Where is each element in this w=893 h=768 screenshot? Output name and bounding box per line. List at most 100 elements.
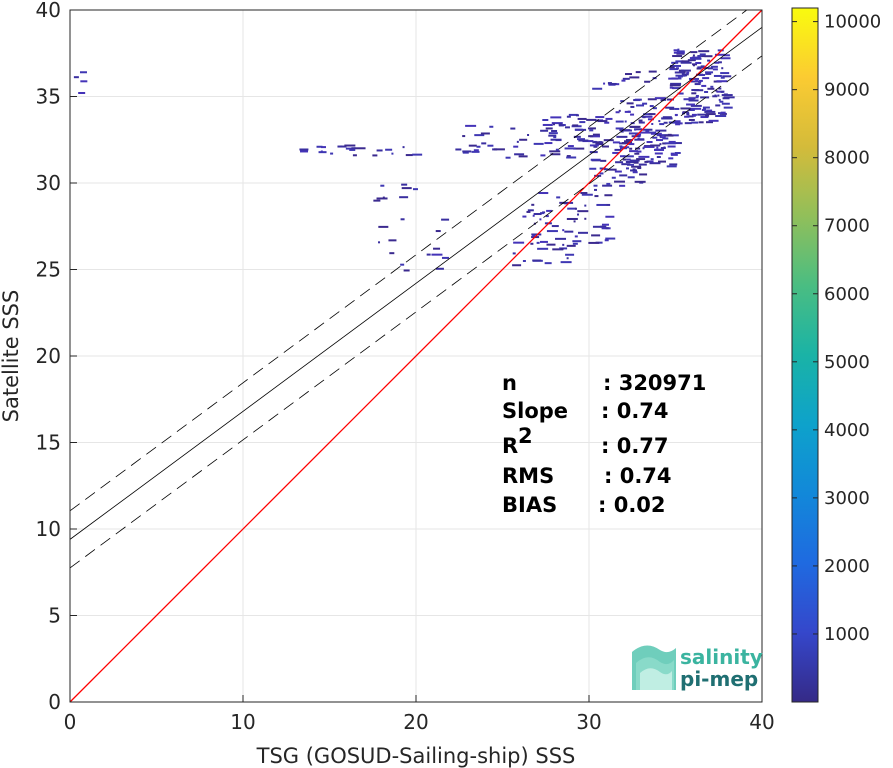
colorbar-tick-label: 4000 xyxy=(824,420,870,441)
data-point xyxy=(619,184,626,187)
data-point xyxy=(704,55,713,58)
data-point xyxy=(702,77,710,80)
data-point xyxy=(628,143,635,146)
data-point xyxy=(402,146,405,149)
y-tick-label: 35 xyxy=(36,85,61,109)
data-point xyxy=(717,94,720,97)
data-point xyxy=(607,168,617,171)
data-point xyxy=(687,59,696,62)
data-point xyxy=(655,129,667,132)
data-point xyxy=(720,90,724,93)
data-point xyxy=(600,159,607,162)
data-point xyxy=(589,167,597,170)
data-point xyxy=(656,134,668,137)
data-point xyxy=(558,123,562,126)
data-point xyxy=(352,154,357,157)
logo-text-salinity: salinity xyxy=(680,645,763,669)
data-point xyxy=(566,217,578,220)
data-point xyxy=(556,196,561,199)
data-point xyxy=(584,217,587,220)
data-point xyxy=(376,149,383,152)
data-point xyxy=(599,141,603,144)
data-point xyxy=(654,97,666,100)
stat-label: BIAS xyxy=(502,493,557,517)
data-point xyxy=(721,102,730,105)
data-point xyxy=(600,225,607,228)
data-point xyxy=(612,141,620,144)
data-point xyxy=(630,169,638,172)
data-point xyxy=(605,215,615,218)
data-point xyxy=(575,114,579,117)
data-point xyxy=(400,218,405,221)
data-point xyxy=(639,173,648,176)
data-point xyxy=(621,142,632,145)
data-point xyxy=(716,90,725,93)
data-point xyxy=(667,145,676,148)
data-point xyxy=(435,230,441,233)
data-point xyxy=(690,104,702,107)
data-point xyxy=(391,152,394,155)
data-point xyxy=(435,267,444,270)
data-point xyxy=(562,229,565,232)
data-point xyxy=(638,121,645,124)
data-point xyxy=(674,113,678,116)
data-point xyxy=(720,57,731,60)
data-point xyxy=(546,209,553,212)
data-point xyxy=(566,257,569,260)
data-point xyxy=(337,145,347,148)
data-point xyxy=(566,115,571,118)
data-point xyxy=(625,161,636,164)
data-point xyxy=(699,74,706,77)
data-point xyxy=(668,157,674,160)
data-point xyxy=(668,77,679,80)
data-point xyxy=(658,120,661,123)
data-point xyxy=(578,139,589,142)
data-point xyxy=(604,194,613,197)
data-point xyxy=(696,67,702,70)
data-point xyxy=(527,133,530,136)
data-point xyxy=(695,94,699,97)
data-point xyxy=(614,180,626,183)
stat-value: : 0.02 xyxy=(598,493,666,517)
data-point xyxy=(618,109,621,112)
data-point xyxy=(671,61,679,64)
data-point xyxy=(544,142,553,145)
data-point xyxy=(665,106,675,109)
data-point xyxy=(493,148,505,151)
data-point xyxy=(576,138,585,141)
data-point xyxy=(642,128,653,131)
data-point xyxy=(606,182,611,185)
data-point xyxy=(474,134,485,137)
data-point xyxy=(546,243,556,246)
statistics-box: n: 320971 Slope: 0.74 R 2: 0.77 RMS: 0.74 BIA… xyxy=(502,371,706,517)
data-point xyxy=(530,242,534,245)
data-point xyxy=(579,121,586,124)
data-point xyxy=(646,141,653,144)
data-point xyxy=(552,248,564,251)
data-point xyxy=(527,209,534,212)
stat-label: n xyxy=(502,371,517,395)
data-point xyxy=(593,145,598,148)
data-point xyxy=(721,94,733,97)
data-point xyxy=(701,84,707,87)
data-point xyxy=(692,54,695,57)
data-point xyxy=(540,212,545,215)
data-point xyxy=(694,89,704,92)
data-point xyxy=(615,161,624,164)
colorbar-tick-label: 3000 xyxy=(824,488,870,509)
data-point xyxy=(714,61,720,64)
data-point xyxy=(626,158,631,161)
data-point xyxy=(686,113,690,116)
data-point xyxy=(650,144,661,147)
data-point xyxy=(715,104,721,107)
x-tick-label: 10 xyxy=(230,710,255,734)
data-point xyxy=(573,220,576,223)
data-point xyxy=(648,70,657,73)
data-point xyxy=(697,113,708,116)
data-point xyxy=(545,215,549,218)
data-point xyxy=(552,123,555,126)
data-point xyxy=(632,171,638,174)
data-point xyxy=(560,248,564,251)
data-point xyxy=(540,129,549,132)
data-point xyxy=(473,149,479,152)
